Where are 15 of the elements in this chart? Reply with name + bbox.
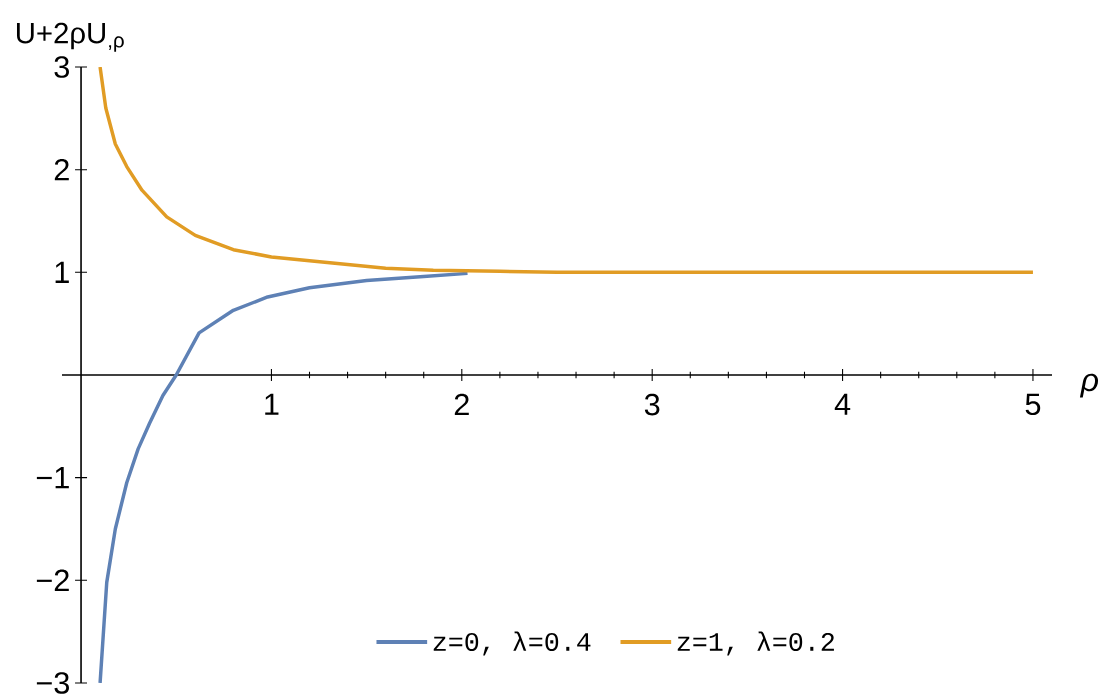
legend-label: z=0, λ=0.4 [433, 631, 591, 656]
y-tick-label: 1 [55, 261, 69, 283]
legend-label: z=1, λ=0.2 [677, 631, 834, 656]
x-tick-label: 3 [644, 393, 660, 416]
y-tick-label: −1 [36, 467, 69, 489]
x-tick-label: 5 [1025, 393, 1041, 416]
y-tick-label: 3 [54, 56, 69, 78]
y-tick-label: 2 [54, 158, 69, 181]
y-tick-label: −3 [36, 672, 69, 694]
x-tick-label: 2 [454, 393, 469, 416]
x-tick-label: 1 [265, 393, 279, 415]
x-axis-title: ρ [1079, 373, 1099, 398]
x-tick-label: 4 [834, 393, 851, 415]
y-tick-label: −2 [36, 569, 69, 592]
y-axis-title: U+2ρU$_{,ρ}$ [16, 22, 124, 52]
